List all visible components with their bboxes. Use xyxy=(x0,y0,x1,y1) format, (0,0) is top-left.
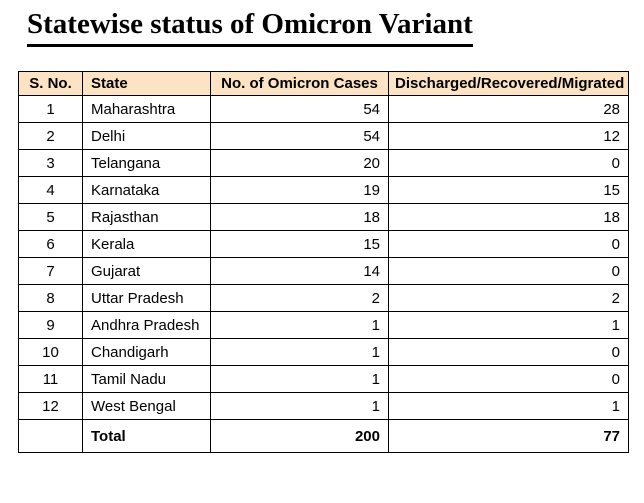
row-sno: 6 xyxy=(18,230,83,259)
row-state: Rajasthan xyxy=(82,203,211,232)
total-cases: 200 xyxy=(210,419,389,454)
row-discharged: 0 xyxy=(388,149,629,178)
row-sno: 12 xyxy=(18,392,83,421)
row-state: Maharashtra xyxy=(82,95,211,124)
total-discharged: 77 xyxy=(388,419,629,454)
row-discharged: 0 xyxy=(388,365,629,394)
row-sno: 3 xyxy=(18,149,83,178)
header-discharged: Discharged/Recovered/Migrated xyxy=(388,71,629,97)
row-cases: 1 xyxy=(210,338,389,367)
row-sno: 8 xyxy=(18,284,83,313)
table-header-row: S. No. State No. of Omicron Cases Discha… xyxy=(18,71,629,97)
row-discharged: 1 xyxy=(388,311,629,340)
row-cases: 1 xyxy=(210,311,389,340)
table-row: 5 Rajasthan 18 18 xyxy=(18,203,629,232)
row-state: Delhi xyxy=(82,122,211,151)
row-discharged: 28 xyxy=(388,95,629,124)
row-cases: 1 xyxy=(210,392,389,421)
row-cases: 18 xyxy=(210,203,389,232)
row-discharged: 15 xyxy=(388,176,629,205)
table-row: 6 Kerala 15 0 xyxy=(18,230,629,259)
row-discharged: 0 xyxy=(388,230,629,259)
table-row: 12 West Bengal 1 1 xyxy=(18,392,629,421)
row-sno: 9 xyxy=(18,311,83,340)
row-discharged: 2 xyxy=(388,284,629,313)
row-cases: 54 xyxy=(210,122,389,151)
row-sno: 4 xyxy=(18,176,83,205)
row-sno: 10 xyxy=(18,338,83,367)
row-sno: 1 xyxy=(18,95,83,124)
row-cases: 54 xyxy=(210,95,389,124)
row-state: Gujarat xyxy=(82,257,211,286)
table-row: 1 Maharashtra 54 28 xyxy=(18,95,629,124)
row-sno: 11 xyxy=(18,365,83,394)
row-sno: 7 xyxy=(18,257,83,286)
row-state: Kerala xyxy=(82,230,211,259)
omicron-status-table: S. No. State No. of Omicron Cases Discha… xyxy=(18,71,629,454)
title-wrap: Statewise status of Omicron Variant xyxy=(0,0,644,48)
row-discharged: 0 xyxy=(388,257,629,286)
row-cases: 14 xyxy=(210,257,389,286)
table-row: 3 Telangana 20 0 xyxy=(18,149,629,178)
row-cases: 2 xyxy=(210,284,389,313)
header-cases: No. of Omicron Cases xyxy=(210,71,389,97)
table-row: 11 Tamil Nadu 1 0 xyxy=(18,365,629,394)
row-sno: 5 xyxy=(18,203,83,232)
row-state: Telangana xyxy=(82,149,211,178)
total-empty-cell xyxy=(18,419,83,454)
row-cases: 19 xyxy=(210,176,389,205)
row-state: Chandigarh xyxy=(82,338,211,367)
row-discharged: 12 xyxy=(388,122,629,151)
row-discharged: 1 xyxy=(388,392,629,421)
table-body: 1 Maharashtra 54 28 2 Delhi 54 12 3 Tela… xyxy=(18,95,629,421)
row-discharged: 0 xyxy=(388,338,629,367)
total-label: Total xyxy=(82,419,211,454)
row-cases: 15 xyxy=(210,230,389,259)
header-sno: S. No. xyxy=(18,71,83,97)
table-row: 2 Delhi 54 12 xyxy=(18,122,629,151)
row-state: Tamil Nadu xyxy=(82,365,211,394)
row-cases: 20 xyxy=(210,149,389,178)
table-row: 9 Andhra Pradesh 1 1 xyxy=(18,311,629,340)
row-cases: 1 xyxy=(210,365,389,394)
table-row: 7 Gujarat 14 0 xyxy=(18,257,629,286)
table-row: 4 Karnataka 19 15 xyxy=(18,176,629,205)
row-state: West Bengal xyxy=(82,392,211,421)
table-row: 8 Uttar Pradesh 2 2 xyxy=(18,284,629,313)
row-sno: 2 xyxy=(18,122,83,151)
table-row: 10 Chandigarh 1 0 xyxy=(18,338,629,367)
row-discharged: 18 xyxy=(388,203,629,232)
row-state: Andhra Pradesh xyxy=(82,311,211,340)
page-title: Statewise status of Omicron Variant xyxy=(27,8,473,48)
total-row: Total 200 77 xyxy=(18,419,629,454)
header-state: State xyxy=(82,71,211,97)
row-state: Uttar Pradesh xyxy=(82,284,211,313)
row-state: Karnataka xyxy=(82,176,211,205)
